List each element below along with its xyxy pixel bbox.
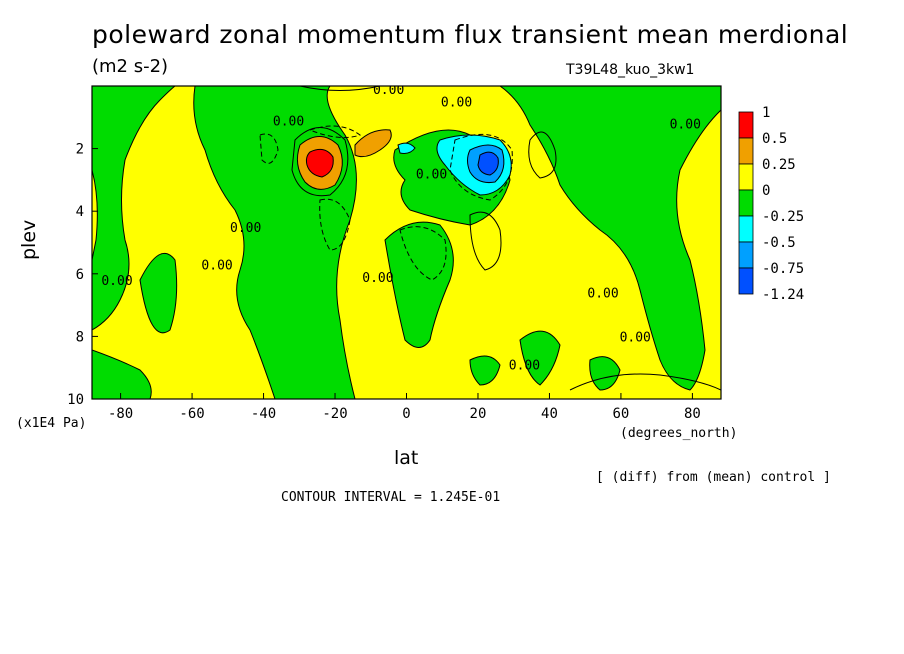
y-tick-label: 10 (67, 392, 84, 408)
y-scale-label: (x1E4 Pa) (16, 416, 87, 431)
colorbar-swatch (738, 267, 754, 295)
colorbar: 1 0.5 0.25 0 -0.25 -0.5 -0.75 -1.24 (738, 105, 804, 303)
contour-line-5 (299, 86, 381, 91)
contour-line-dashed-1 (308, 125, 362, 139)
x-tick-label: 80 (684, 406, 701, 422)
contour-interval: CONTOUR INTERVAL = 1.245E-01 (281, 490, 500, 505)
contour-label: 0.00 (101, 274, 132, 289)
contour-region-neg-9 (469, 355, 501, 386)
colorbar-label: -0.5 (762, 235, 796, 251)
colorbar-label: -0.75 (762, 261, 804, 277)
plot-area: 0.00 0.00 0.00 0.00 0.00 0.00 0.00 0.00 0.00 0.00… (92, 83, 721, 399)
x-tick-label: 20 (470, 406, 487, 422)
contour-region-neg-cyan-small (397, 142, 416, 154)
diff-note: [ (diff) from (mean) control ] (596, 470, 831, 485)
x-tick-label: 60 (613, 406, 630, 422)
contour-label: 0.00 (201, 258, 232, 273)
colorbar-swatch (738, 163, 754, 191)
contour-region-neg-124 (477, 151, 499, 176)
contour-label: 0.00 (416, 168, 447, 183)
run-label: T39L48_kuo_3kw1 (566, 62, 695, 78)
contour-line-3 (469, 211, 502, 271)
chart-title: poleward zonal momentum flux transient m… (92, 20, 849, 49)
x-units-label: (degrees_north) (620, 426, 738, 441)
colorbar-swatch (738, 111, 754, 139)
contour-line-1 (291, 127, 349, 197)
contour-line-dashed-2 (259, 133, 279, 164)
colorbar-label: 1 (762, 105, 770, 121)
colorbar-swatch (738, 241, 754, 269)
y-axis-label: plev (18, 219, 40, 260)
contour-label: 0.00 (230, 221, 261, 236)
contour-labels: 0.00 0.00 0.00 0.00 0.00 0.00 0.00 0.00 0.00 0.00… (101, 83, 701, 374)
contour-label: 0.00 (273, 114, 304, 129)
y-tick-label: 2 (76, 142, 84, 158)
x-axis: -80 -60 -40 -20 0 20 40 60 80 (108, 393, 701, 422)
contour-interval-value: 1.245E-01 (429, 490, 501, 505)
contour-region-neg-8 (519, 330, 561, 386)
units-label: (m2 s-2) (92, 56, 169, 77)
x-axis-label: lat (394, 447, 419, 469)
contour-region-neg-3 (92, 349, 152, 399)
contour-region-neg-7 (499, 86, 721, 391)
contour-label: 0.00 (441, 96, 472, 111)
contour-label: 0.00 (670, 118, 701, 133)
x-tick-label: 0 (402, 406, 410, 422)
colorbar-label: 0.25 (762, 157, 796, 173)
contour-label: 0.00 (587, 287, 618, 302)
y-tick-label: 8 (76, 329, 84, 345)
x-tick-label: -20 (322, 406, 347, 422)
contour-label: 0.00 (620, 330, 651, 345)
contour-line-4 (569, 373, 721, 391)
colorbar-label: -1.24 (762, 287, 804, 303)
contour-line-dashed-3 (319, 198, 351, 251)
y-tick-label: 6 (76, 267, 84, 283)
contour-label: 0.00 (373, 83, 404, 98)
contour-interval-label: CONTOUR INTERVAL = (281, 490, 430, 505)
colorbar-swatch (738, 189, 754, 217)
contour-region-neg-6 (384, 221, 454, 348)
contour-line-2 (528, 131, 557, 179)
x-tick-label: -80 (108, 406, 133, 422)
colorbar-label: 0 (762, 183, 770, 199)
contour-region-neg-10 (589, 356, 621, 391)
contour-label: 0.00 (509, 359, 540, 374)
contour-line-dashed-5 (449, 133, 513, 201)
contour-region-neg-1 (92, 86, 176, 331)
contour-line-dashed-4 (399, 226, 447, 281)
colorbar-swatch (738, 137, 754, 165)
colorbar-label: 0.5 (762, 131, 787, 147)
x-tick-label: 40 (541, 406, 558, 422)
y-tick-label: 4 (76, 204, 84, 220)
contour-region-pos-025b (354, 129, 392, 158)
contour-region-neg-4 (139, 252, 178, 334)
x-tick-label: -60 (179, 406, 204, 422)
contour-region-pos-05 (305, 148, 334, 178)
y-axis: 2 4 6 8 10 (67, 142, 98, 408)
colorbar-swatch (738, 215, 754, 243)
colorbar-label: -0.25 (762, 209, 804, 225)
x-tick-label: -40 (251, 406, 276, 422)
contour-label: 0.00 (362, 271, 393, 286)
